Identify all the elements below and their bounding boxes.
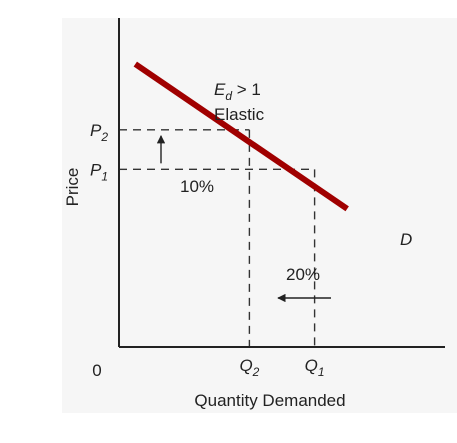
tick-label-p2: P2 [90, 121, 108, 144]
origin-label: 0 [92, 361, 101, 380]
tick-label-p1: P1 [90, 160, 108, 183]
quantity-change-label: 20% [286, 265, 320, 284]
tick-label-q2: Q2 [239, 356, 259, 379]
elasticity-subscript: d [225, 89, 232, 103]
demand-curve-label: D [400, 230, 412, 249]
elasticity-equation: Ed > 1 [214, 80, 261, 103]
y-axis-title: Price [63, 168, 82, 207]
tick-label-q1: Q1 [305, 356, 325, 379]
elasticity-word: Elastic [214, 105, 265, 124]
demand-curve [133, 61, 349, 212]
price-change-label: 10% [180, 177, 214, 196]
elasticity-symbol: E [214, 80, 226, 99]
elasticity-relation: > 1 [232, 80, 261, 99]
x-axis-title: Quantity Demanded [194, 391, 345, 410]
